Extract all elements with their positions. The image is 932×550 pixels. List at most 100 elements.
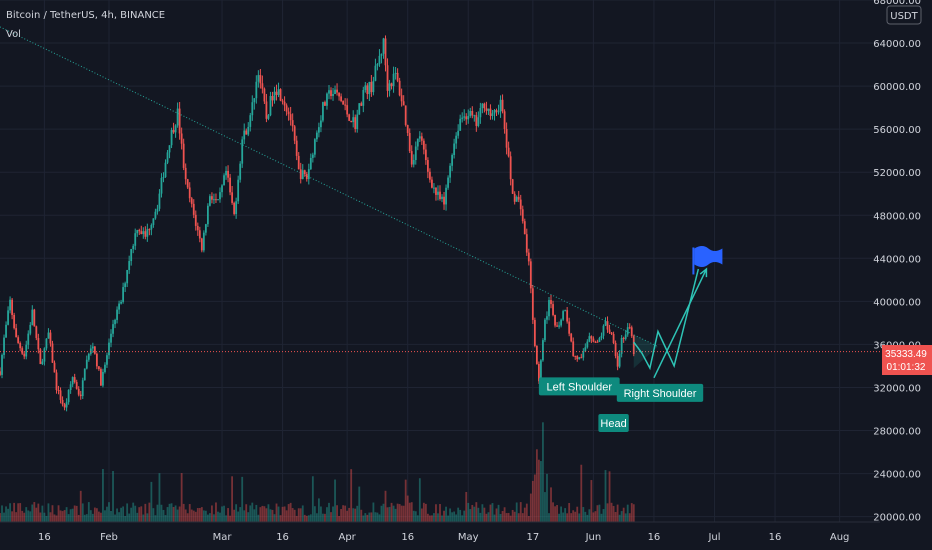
volume-bar [180,473,183,522]
descending-trendline[interactable] [0,26,659,348]
volume-bar [517,513,520,522]
volume-bar [533,474,536,522]
projection-arrow[interactable] [653,268,708,379]
volume-bar [576,506,579,522]
volume-bar [509,515,512,522]
candle-body [374,65,377,81]
volume-bar [491,503,494,522]
volume-bar [19,503,22,522]
volume-bar [120,507,123,522]
volume-bar [394,508,397,522]
candle-body [235,201,238,214]
candle-body [160,177,163,194]
volume-bar [235,504,238,522]
candle-body [11,299,14,315]
candle-body [511,179,514,194]
volume-bar [87,502,90,522]
volume-bar [309,514,312,522]
candle-body [408,132,411,152]
volume-bar [624,513,627,522]
candle-body [537,363,540,382]
volume-bar [499,514,502,522]
candle-body [122,287,125,302]
volume-bar [519,502,522,522]
volume-bar [598,504,601,522]
volume-bar [558,513,560,522]
legend-symbol[interactable]: Bitcoin / TetherUS, 4h, BINANCE [6,10,165,21]
volume-bar [590,480,593,522]
candle-body [592,338,595,342]
price-tick-label: 60000.00 [873,82,921,93]
flag-icon[interactable] [692,245,723,275]
volume-bar [178,506,181,522]
currency-badge[interactable] [886,5,922,25]
volume-bar [562,512,565,522]
volume-bar [47,503,50,522]
candlesticks [0,35,635,412]
volume-bar [97,511,100,522]
volume-bar [467,502,470,522]
candle-body [376,64,379,66]
price-axis[interactable] [880,0,932,522]
candle-body [279,89,282,101]
volume-bar [23,512,26,522]
candle-body [544,319,546,341]
volume-bar [604,470,607,522]
volume-bar [521,513,524,522]
volume-bar [174,505,177,522]
legend-volume[interactable]: Vol [6,29,21,40]
time-axis-ticks[interactable]: 16 Feb Mar 16 Apr 16 May 17 Jun 16 Jul 16 Aug [38,532,849,543]
volume-bar [237,511,240,522]
volume-bar [354,508,357,522]
candle-body [566,310,569,322]
candle-body [574,355,577,357]
volume-bar [271,509,274,522]
volume-bar [426,513,429,522]
candle-body [5,324,7,338]
candle-body [144,231,147,237]
volume-bar [352,508,355,522]
time-tick-label: May [458,532,479,543]
volume-bar [594,511,597,522]
candle-body [158,193,161,209]
candle-body [378,55,381,65]
candle-body [219,192,221,200]
candle-body [33,309,36,327]
volume-bar [463,510,466,522]
volume-bar [390,502,393,522]
volume-bar [102,469,104,522]
volume-bar [5,506,7,522]
candle-body [275,91,278,95]
candle-body [497,111,500,113]
volume-bar [445,506,447,522]
time-tick-label: Apr [338,532,356,543]
candle-body [455,135,458,144]
candle-body [257,75,260,82]
volume-bar [43,512,46,522]
volume-bar [630,503,633,522]
volume-bar [223,505,225,522]
volume-bar [93,507,96,522]
candle-body [0,371,1,375]
candle-body [223,175,225,186]
candle-body [77,388,80,395]
volume-bar [45,515,48,522]
volume-bar [368,512,371,522]
candle-body [556,325,558,327]
volume-bar [293,509,296,522]
volume-bar [75,505,78,522]
head-shoulders-pattern[interactable] [633,268,700,371]
volume-bar [402,505,405,522]
candle-body [332,94,334,97]
time-tick-label: 16 [648,532,661,543]
candle-body [564,310,567,312]
volume-bar [360,509,363,522]
candle-body [630,327,633,337]
candle-body [1,354,3,375]
candle-body [73,377,76,383]
volume-bar [600,513,603,522]
volume-bar [249,505,252,522]
candle-body [338,92,340,97]
